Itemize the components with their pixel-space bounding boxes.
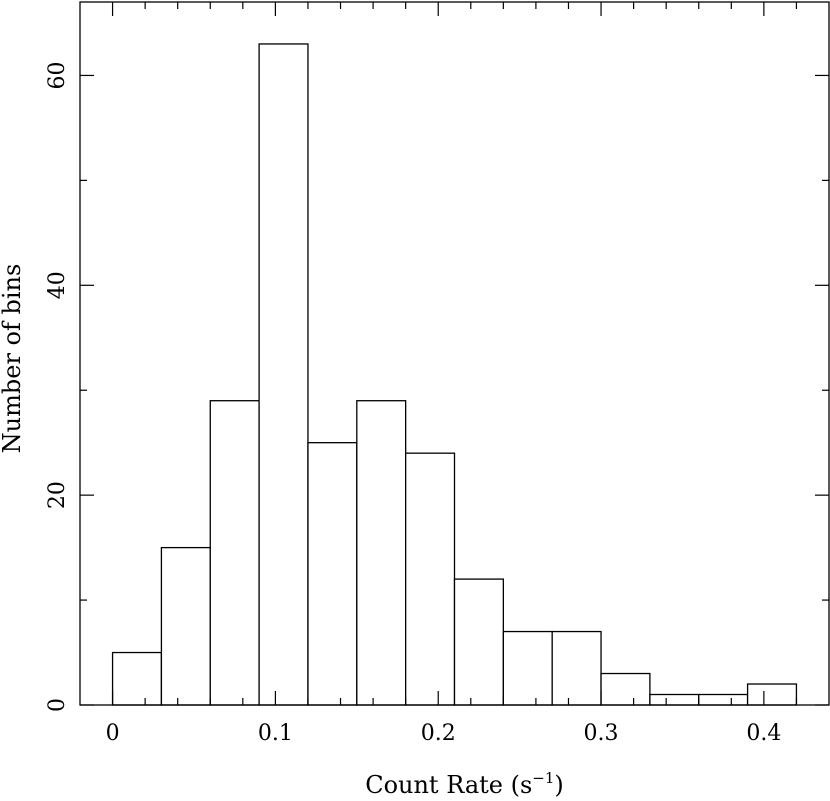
y-tick-label: 20 bbox=[45, 481, 70, 509]
histogram-bar bbox=[551, 630, 602, 706]
x-tick-labels: 0 0.1 0.2 0.3 0.4 bbox=[106, 721, 782, 746]
histogram-bar bbox=[111, 651, 163, 706]
histogram-bar bbox=[160, 546, 211, 706]
x-axis-title-superscript: −1 bbox=[532, 769, 554, 787]
histogram-bar bbox=[258, 43, 309, 706]
y-tick-labels: 0 20 40 60 bbox=[45, 61, 70, 712]
histogram-bar bbox=[502, 630, 553, 706]
histogram-bar bbox=[746, 683, 798, 706]
y-axis-title: Number of bins bbox=[0, 264, 26, 454]
axis-ticks bbox=[80, 2, 829, 706]
x-axis-title-close: ) bbox=[554, 771, 563, 799]
x-tick-label: 0.4 bbox=[746, 721, 781, 746]
plot-frame bbox=[79, 1, 830, 706]
x-tick-label: 0.2 bbox=[421, 721, 456, 746]
y-tick-label: 40 bbox=[45, 271, 70, 299]
x-tick-label: 0 bbox=[106, 721, 120, 746]
x-axis-title-text: Count Rate (s bbox=[365, 771, 532, 799]
histogram-bars bbox=[111, 43, 798, 706]
histogram-bar bbox=[649, 693, 700, 706]
histogram-bar bbox=[453, 578, 504, 706]
x-tick-label: 0.3 bbox=[584, 721, 619, 746]
x-tick-label: 0.1 bbox=[258, 721, 293, 746]
y-tick-label: 60 bbox=[45, 61, 70, 89]
histogram-bar bbox=[405, 452, 456, 706]
histogram-bar bbox=[307, 442, 358, 706]
histogram-bar bbox=[698, 693, 749, 706]
histogram-bar bbox=[356, 400, 407, 706]
histogram-bar bbox=[600, 672, 651, 706]
x-axis-title: Count Rate (s−1) bbox=[365, 769, 564, 799]
y-tick-label: 0 bbox=[45, 698, 70, 712]
histogram-bar bbox=[209, 400, 260, 706]
